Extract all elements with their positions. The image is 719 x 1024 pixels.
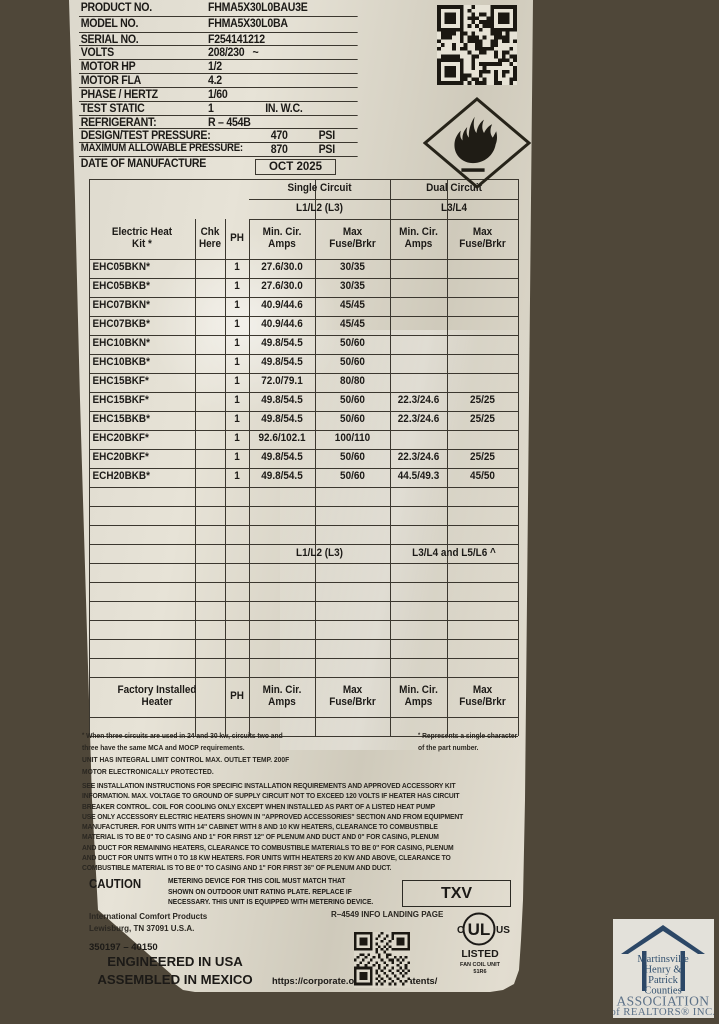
svg-text:C: C — [457, 925, 464, 936]
svg-text:UL: UL — [468, 920, 491, 939]
svg-text:of REALTORS® INC.: of REALTORS® INC. — [613, 1006, 714, 1018]
svg-text:Henry &: Henry & — [644, 965, 681, 976]
svg-text:Patrick: Patrick — [648, 975, 678, 986]
svg-text:Martinsville: Martinsville — [637, 954, 689, 965]
svg-text:US: US — [496, 925, 510, 936]
